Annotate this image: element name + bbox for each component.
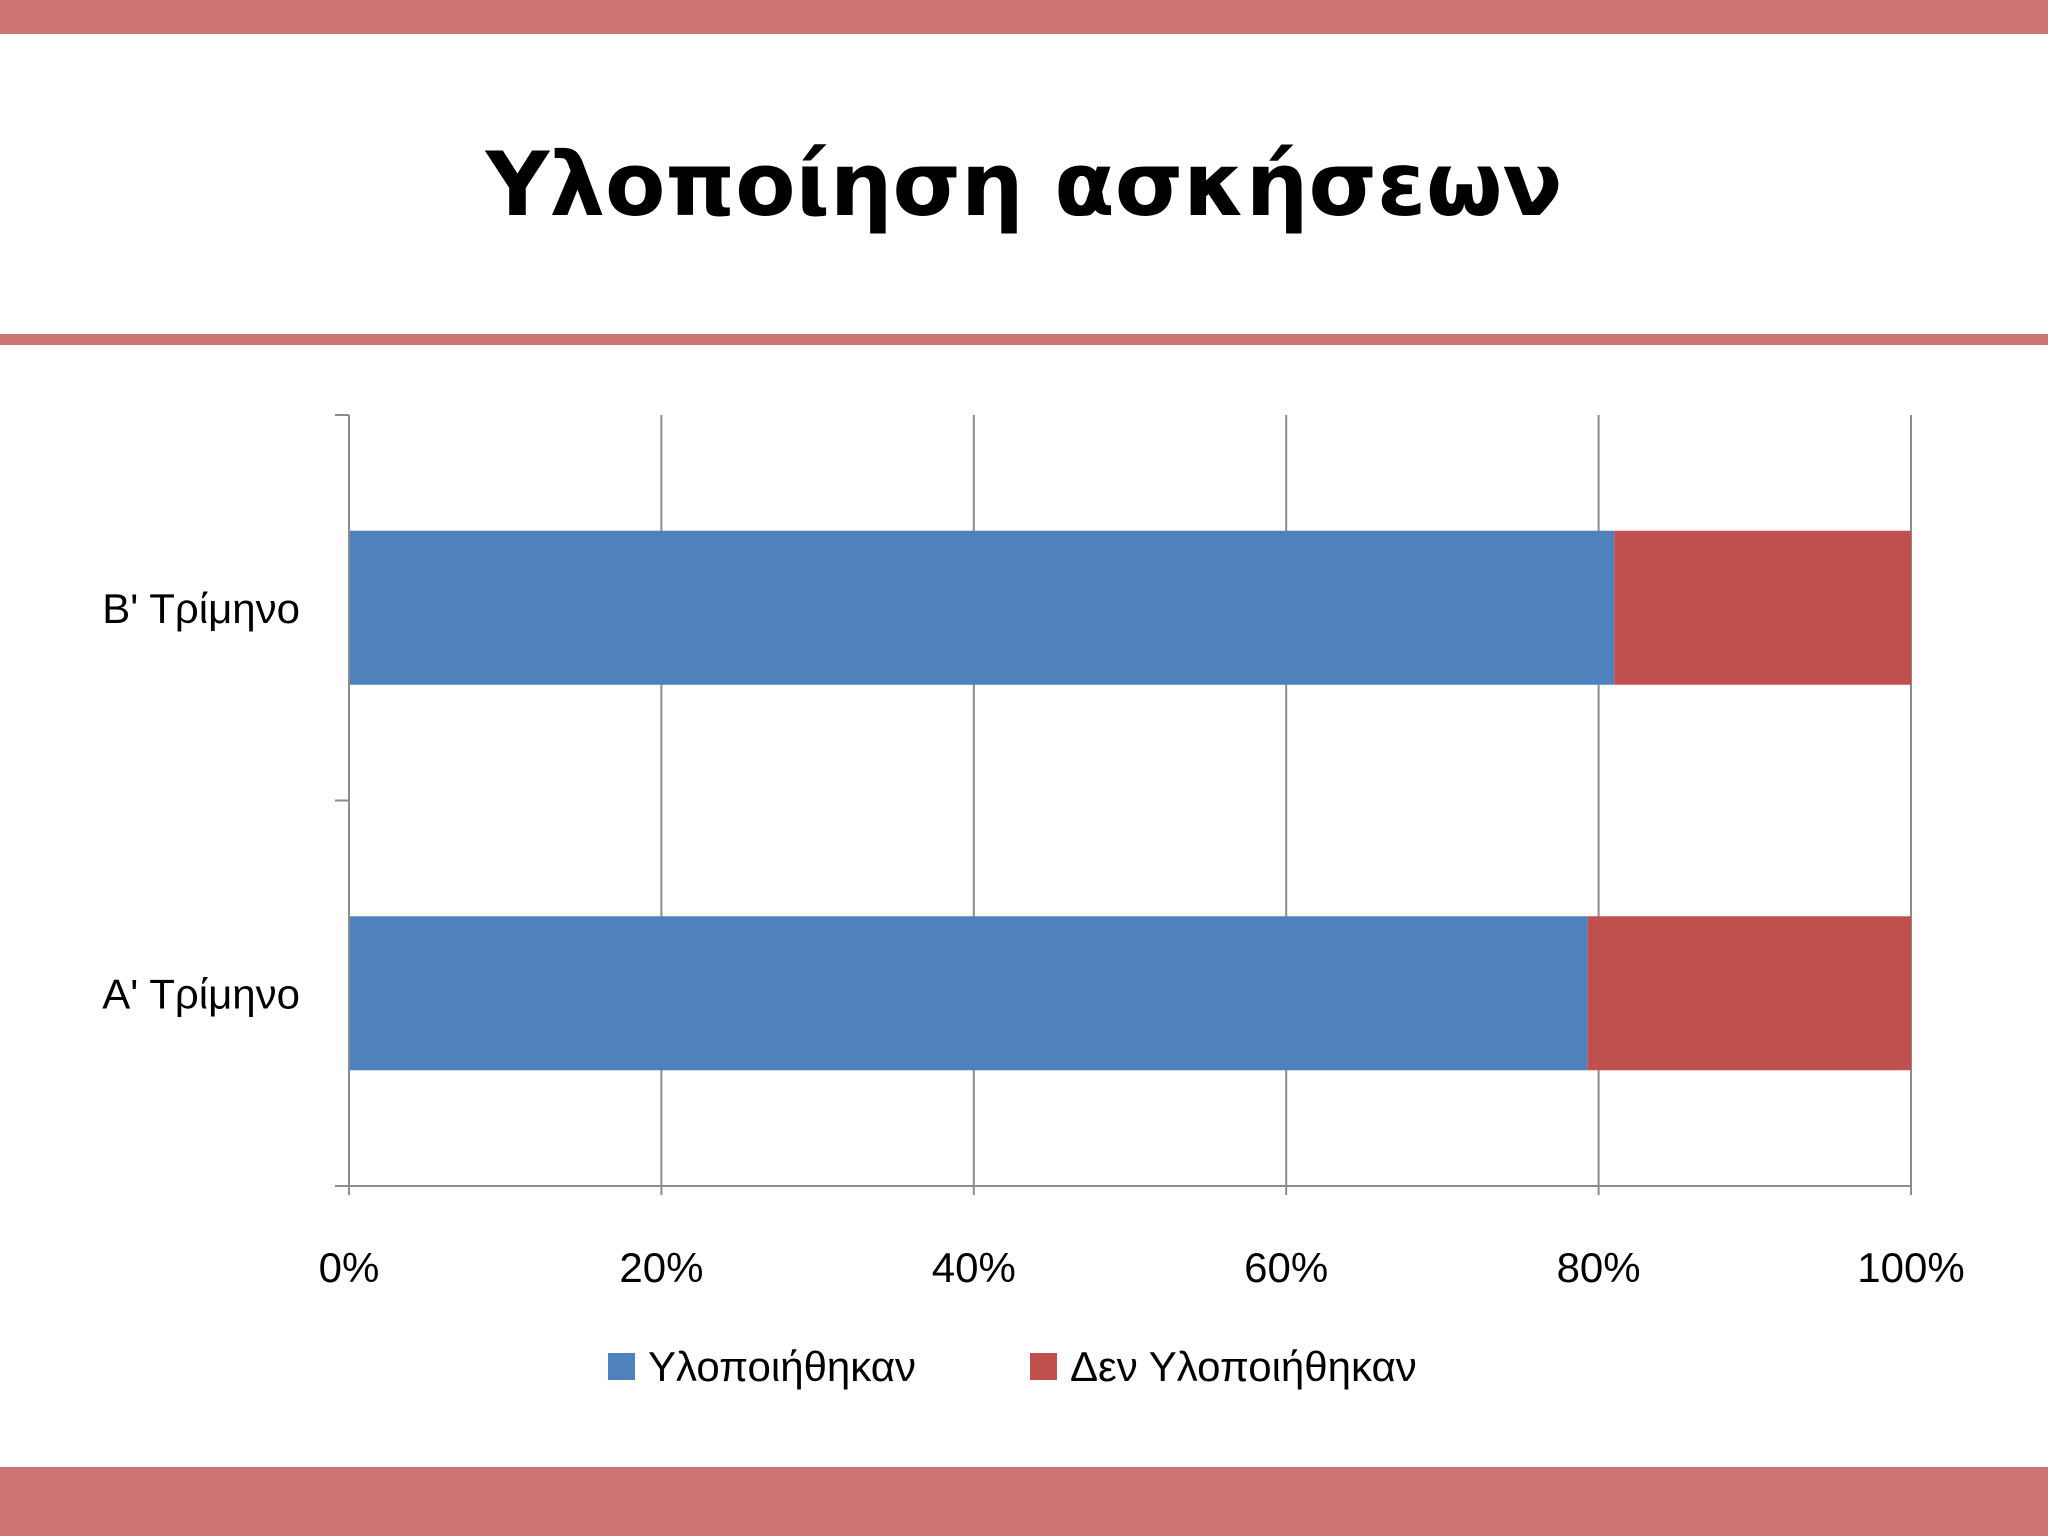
bar-segment-not-done	[1614, 530, 1911, 685]
y-category-label: Α' Τρίμηνο	[102, 970, 300, 1017]
gridlines	[660, 415, 1912, 1186]
bars	[349, 530, 1911, 1071]
x-tick-label: 40%	[932, 1244, 1016, 1291]
x-tick-label: 0%	[319, 1244, 380, 1291]
bottom-accent-band	[0, 1467, 2048, 1536]
legend-label: Δεν Υλοποιήθηκαν	[1070, 1343, 1417, 1390]
bar-segment-done	[349, 530, 1615, 685]
title-divider-band	[0, 334, 2048, 345]
x-tick-label: 20%	[619, 1244, 703, 1291]
x-tick-label: 100%	[1857, 1244, 1964, 1291]
legend-label: Υλοποιήθηκαν	[648, 1343, 916, 1390]
bar-segment-done	[349, 916, 1588, 1071]
bar-segment-not-done	[1587, 916, 1911, 1071]
slide-title: Υλοποίηση ασκήσεων	[485, 133, 1563, 236]
x-tick-label: 80%	[1557, 1244, 1641, 1291]
axis-labels: 0% 20% 40% 60% 80% 100% Α' Τρίμηνο Β' Τρίμηνο	[102, 585, 1964, 1291]
legend-swatch	[608, 1353, 635, 1380]
legend: Υλοποιήθηκαν Δεν Υλοποιήθηκαν	[608, 1343, 1417, 1390]
x-tick-label: 60%	[1244, 1244, 1328, 1291]
y-category-label: Β' Τρίμηνο	[102, 585, 300, 632]
axes	[335, 414, 1912, 1195]
top-accent-band	[0, 0, 2048, 34]
legend-swatch	[1030, 1353, 1057, 1380]
